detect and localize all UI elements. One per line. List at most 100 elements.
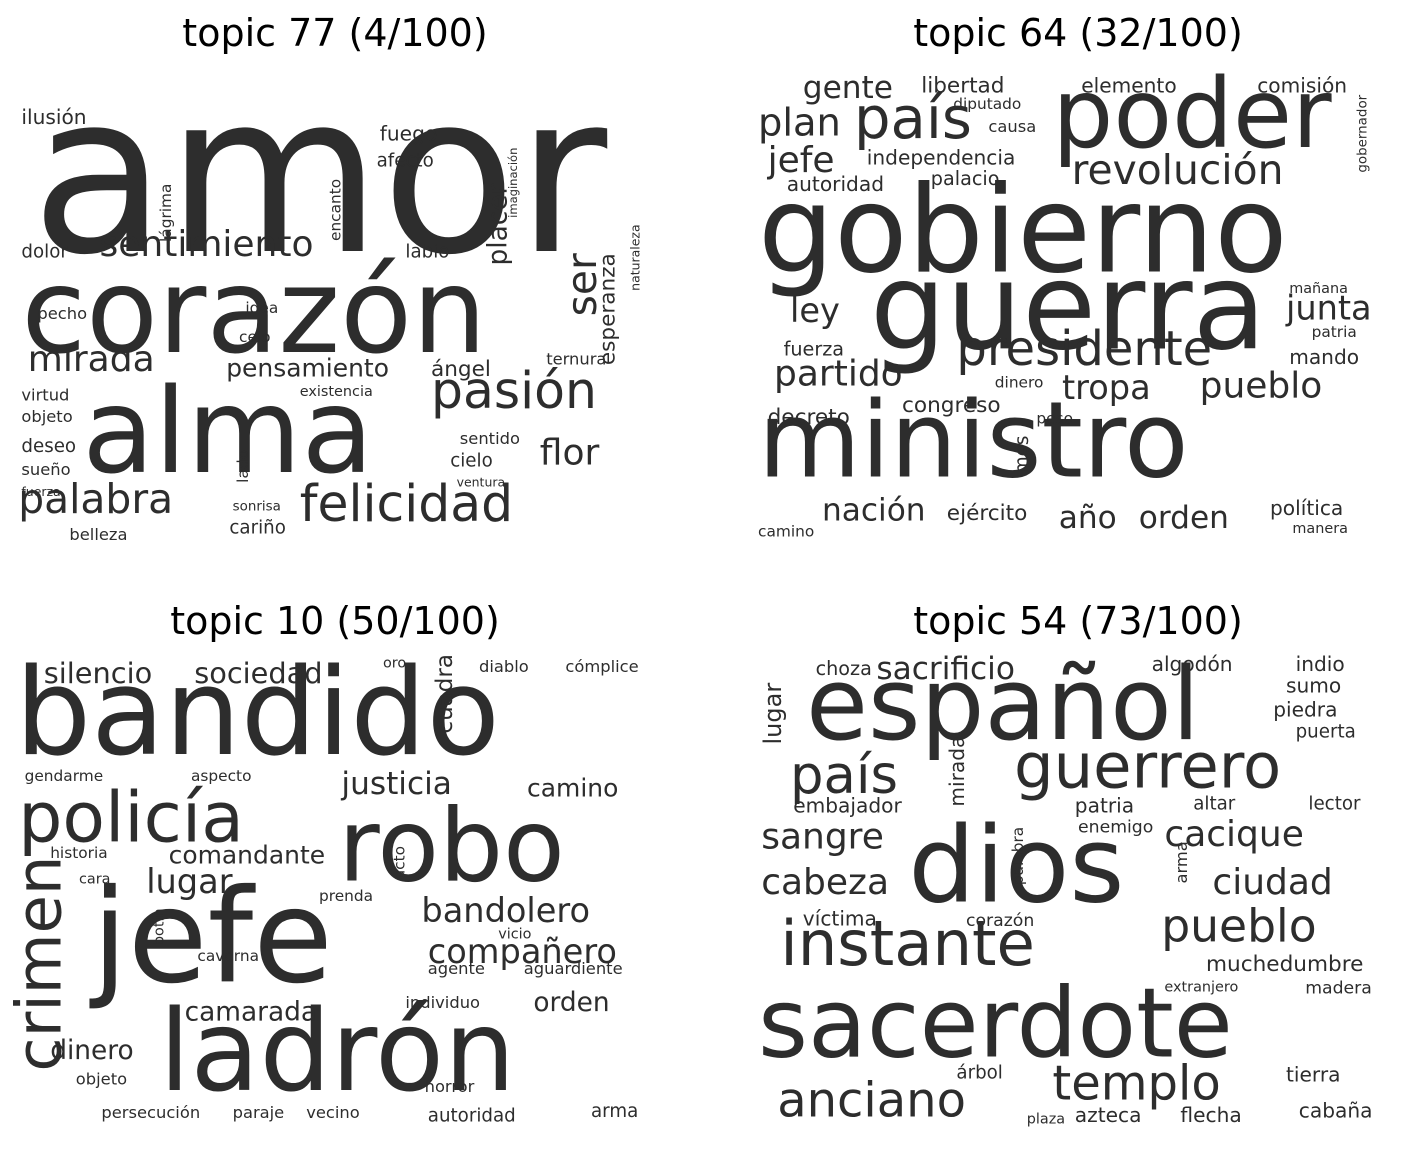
cloud-word: camino <box>758 522 815 541</box>
cloud-word: ley <box>790 291 840 330</box>
cloud-word: amor <box>31 47 608 304</box>
cloud-word: autoridad <box>786 172 885 196</box>
cloud-word: tierra <box>1286 1062 1341 1087</box>
cloud-word: patria <box>1074 793 1135 818</box>
cloud-word: vicio <box>498 926 532 943</box>
cloud-word: extranjero <box>1164 979 1239 996</box>
cloud-word: lugar <box>146 862 233 902</box>
cloud-word: muchedumbre <box>1206 952 1364 977</box>
cloud-word: decreto <box>767 404 850 430</box>
cloud-word: aguardiente <box>523 959 623 979</box>
cloud-word: choza <box>815 656 872 680</box>
cloud-word: persecución <box>101 1103 201 1123</box>
cloud-word: cielo <box>450 450 493 472</box>
cloud-word: sacrificio <box>876 651 1015 687</box>
cloud-word: dios <box>908 803 1125 927</box>
wordcloud-panel-topic-64: topic 64 (32/100) gobierno guerra ministro… <box>748 14 1408 574</box>
cloud-word: mirada <box>27 339 155 380</box>
cloud-word: piedra <box>1273 697 1338 722</box>
cloud-word: indio <box>1295 652 1345 676</box>
cloud-word: sentido <box>459 428 520 448</box>
cloud-word: ejército <box>946 500 1028 526</box>
cloud-word: flecha <box>1180 1103 1242 1128</box>
cloud-word: cacique <box>1164 814 1304 856</box>
cloud-word: arma <box>591 1100 639 1122</box>
cloud-word: política <box>1270 496 1344 520</box>
cloud-word: cariño <box>229 517 286 539</box>
cloud-word: sumo <box>1286 673 1342 698</box>
cloud-word: revolución <box>1071 146 1284 194</box>
cloud-word: compañero <box>427 931 617 971</box>
cloud-word: historia <box>50 844 108 862</box>
cloud-word: paraje <box>232 1103 285 1123</box>
cloud-word: deseo <box>21 436 77 457</box>
cloud-word: pensamiento <box>226 353 389 383</box>
cloud-word: pueblo <box>1199 365 1323 407</box>
panel-title: topic 77 (4/100) <box>182 11 488 55</box>
cloud-word: justicia <box>341 766 452 803</box>
cloud-word: plaza <box>1026 1111 1066 1128</box>
cloud-word: ilusión <box>21 104 87 129</box>
word-cloud: amor corazón alma sentimiento mirada pasión fe… <box>15 47 655 546</box>
cloud-word: bandolero <box>421 891 591 930</box>
cloud-word: enemigo <box>1078 817 1154 838</box>
wordcloud-panel-topic-77: topic 77 (4/100) amor corazón alma sentimie… <box>5 14 665 574</box>
cloud-word: vecino <box>306 1103 360 1123</box>
cloud-word: ladrón <box>159 984 516 1117</box>
cloud-word: prenda <box>319 887 374 906</box>
cloud-word: árbol <box>956 1062 1003 1084</box>
cloud-word: autoridad <box>427 1105 516 1127</box>
cloud-word: bandido <box>15 644 500 783</box>
cloud-word: comandante <box>168 840 326 870</box>
cloud-word: sociedad <box>194 655 323 690</box>
cloud-word: anciano <box>777 1072 966 1129</box>
cloud-word: peso <box>1036 409 1074 428</box>
cloud-word: azteca <box>1074 1103 1142 1128</box>
cloud-word: caverna <box>197 947 259 966</box>
cloud-word: esperanza <box>595 253 621 366</box>
cloud-word: celo <box>239 328 271 346</box>
cloud-word: palabra <box>1008 826 1027 886</box>
cloud-word: cómplice <box>565 656 639 676</box>
cloud-word: guerrero <box>1014 729 1282 803</box>
cloud-word: presidente <box>956 321 1213 378</box>
cloud-word: mes <box>1012 435 1033 475</box>
cloud-word: sangre <box>761 816 884 858</box>
cloud-word: existencia <box>299 384 373 401</box>
cloud-word: sonrisa <box>232 499 281 515</box>
cloud-word: gente <box>802 70 893 107</box>
cloud-word: víctima <box>802 906 877 931</box>
cloud-word: lugar <box>759 682 788 745</box>
cloud-word: plan <box>758 100 841 146</box>
cloud-word: nación <box>822 492 926 529</box>
cloud-word: libertad <box>921 73 1005 99</box>
cloud-word: cara <box>79 871 111 888</box>
cloud-word: agente <box>427 959 485 979</box>
cloud-word: español <box>806 645 1200 763</box>
cloud-word: templo <box>1052 1055 1221 1112</box>
cloud-word: robo <box>338 786 565 905</box>
cloud-word: embajador <box>793 793 902 818</box>
cloud-word: cabaña <box>1298 1098 1373 1123</box>
cloud-word: sacerdote <box>758 967 1233 1080</box>
cloud-word: partido <box>774 353 903 395</box>
cloud-word: ternura <box>546 349 607 369</box>
cloud-word: afecto <box>376 150 434 172</box>
cloud-word: oro <box>383 655 407 672</box>
cloud-word: flor <box>539 432 600 474</box>
cloud-word: ministro <box>758 378 1189 502</box>
cloud-word: diablo <box>479 656 529 676</box>
cloud-word: lágrima <box>157 183 175 242</box>
cloud-word: jefe <box>767 139 835 181</box>
cloud-word: manera <box>1292 521 1348 537</box>
wordcloud-panel-topic-54: topic 54 (73/100) español dios sacerdote in… <box>748 602 1408 1162</box>
cloud-word: cuadra <box>432 654 459 734</box>
cloud-word: corazón <box>21 243 487 381</box>
cloud-word: país <box>854 85 972 152</box>
cloud-word: causa <box>988 116 1037 136</box>
cloud-word: año <box>1058 499 1117 536</box>
cloud-word: botín <box>151 908 168 946</box>
cloud-word: sueño <box>21 460 71 479</box>
cloud-word: mirada <box>944 735 969 807</box>
cloud-word: alma <box>82 363 374 501</box>
